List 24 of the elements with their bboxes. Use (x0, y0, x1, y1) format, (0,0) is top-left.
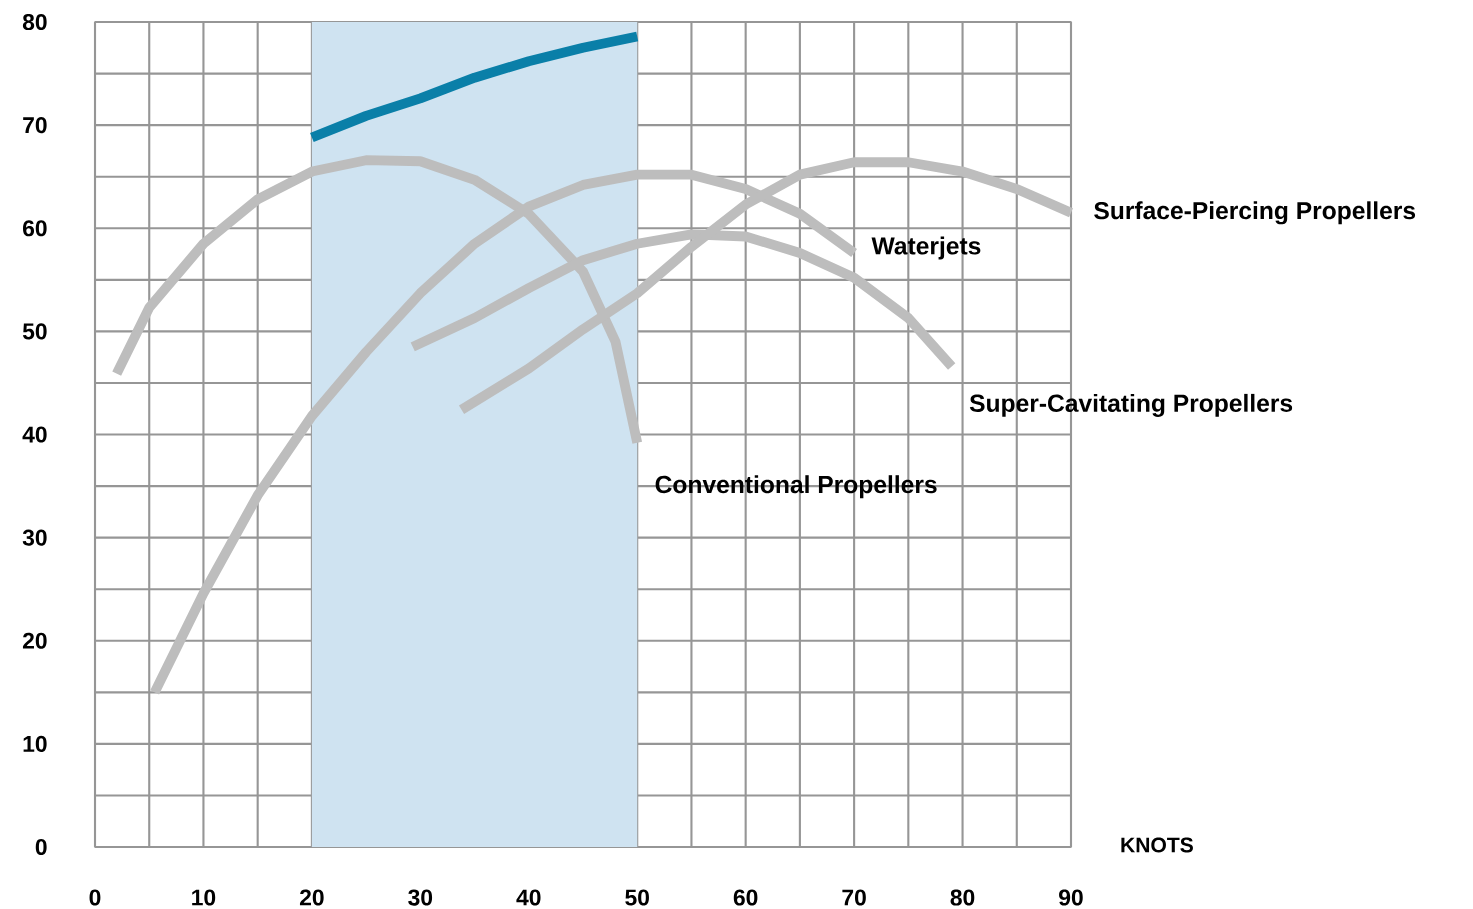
x-tick-label: 20 (299, 889, 324, 906)
y-tick-label: 0 (35, 838, 47, 856)
y-tick-label: 60 (23, 220, 47, 237)
x-tick-label: 50 (625, 889, 649, 906)
x-tick-label: 30 (408, 889, 433, 906)
series-label: Waterjets (871, 236, 981, 260)
y-tick-label: 10 (23, 735, 47, 752)
series-label: Surface-Piercing Propellers (1094, 201, 1416, 225)
y-tick-label: 40 (22, 426, 47, 443)
y-tick-label: 20 (22, 632, 47, 649)
x-tick-label: 70 (842, 889, 866, 906)
y-tick-label: 50 (22, 323, 47, 340)
series-label: Conventional Propellers (655, 475, 937, 499)
x-tick-label: 0 (89, 889, 101, 906)
y-tick-label: 70 (23, 117, 47, 134)
x-tick-label: 80 (950, 889, 975, 906)
series-label: Super-Cavitating Propellers (969, 393, 1293, 417)
x-tick-label: 60 (733, 889, 758, 906)
x-tick-label: 40 (516, 889, 541, 906)
y-tick-label: 30 (22, 529, 47, 546)
x-tick-label: 10 (192, 889, 216, 906)
x-tick-label: 90 (1059, 889, 1083, 906)
x-axis-title: KNOTS (1121, 837, 1193, 853)
y-tick-label: 80 (22, 13, 47, 31)
